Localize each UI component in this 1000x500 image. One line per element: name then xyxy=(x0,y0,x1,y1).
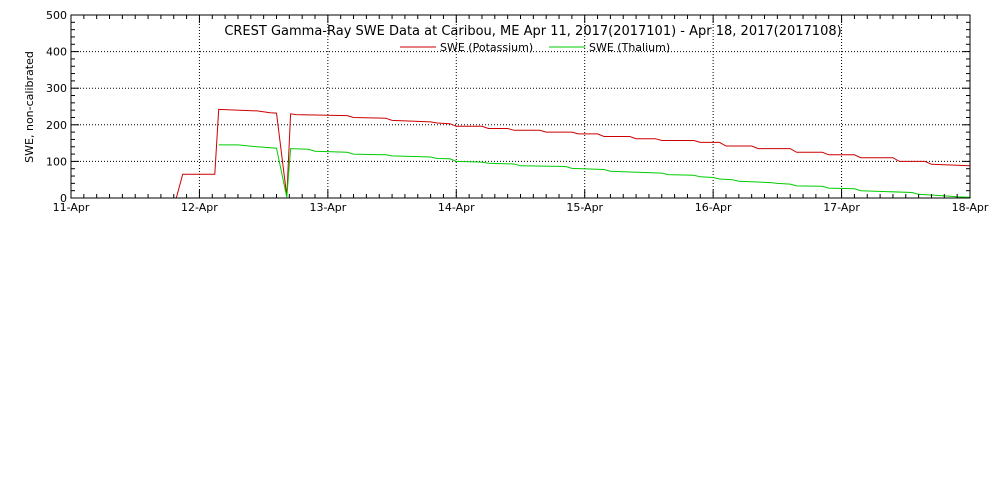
axis-tick-labels: 11-Apr 12-Apr 13-Apr 14-Apr 15-Apr 16-Apr 17-A… xyxy=(46,9,989,214)
y-tick-label: 500 xyxy=(46,9,67,22)
x-tick-label: 15-Apr xyxy=(566,201,603,214)
grid-lines xyxy=(71,15,970,198)
x-tick-label: 17-Apr xyxy=(823,201,860,214)
legend-label: SWE (Potassium) xyxy=(440,41,533,54)
series-line-potassium xyxy=(175,108,971,199)
y-tick-label: 0 xyxy=(60,192,67,205)
x-tick-label: 16-Apr xyxy=(695,201,732,214)
series-lines xyxy=(175,108,971,199)
y-tick-label: 400 xyxy=(46,46,67,59)
axis-ticks xyxy=(70,14,971,199)
x-tick-label: 11-Apr xyxy=(53,201,90,214)
legend-label: SWE (Thalium) xyxy=(589,41,670,54)
y-tick-label: 200 xyxy=(46,119,67,132)
y-tick-label: 300 xyxy=(46,82,67,95)
x-tick-label: 18-Apr xyxy=(952,201,989,214)
x-tick-label: 13-Apr xyxy=(309,201,346,214)
x-tick-label: 14-Apr xyxy=(438,201,475,214)
legend: SWE (Potassium) SWE (Thalium) xyxy=(400,41,670,54)
chart-title: CREST Gamma-Ray SWE Data at Caribou, ME … xyxy=(224,24,841,39)
x-tick-label: 12-Apr xyxy=(181,201,218,214)
y-tick-label: 100 xyxy=(46,155,67,168)
series-line-thalium xyxy=(218,144,971,198)
y-axis-label: SWE, non-calibrated xyxy=(23,51,36,163)
